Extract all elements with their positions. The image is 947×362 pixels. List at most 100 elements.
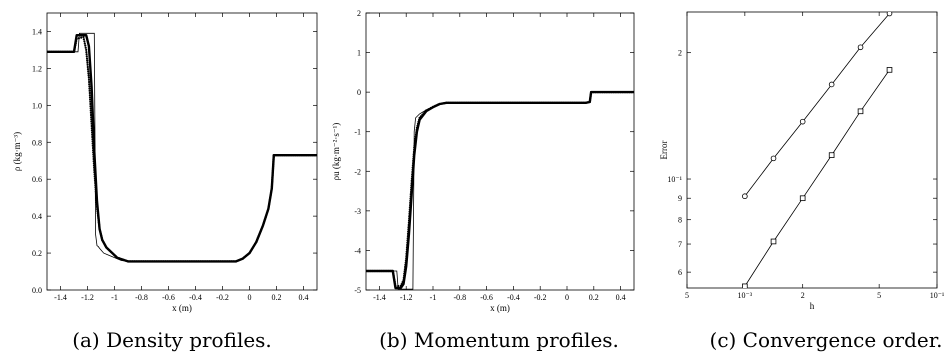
series-dot xyxy=(88,87,91,90)
series-dot xyxy=(93,168,96,172)
y-tick-label: -4 xyxy=(354,246,361,255)
series-dot xyxy=(272,156,275,159)
series-dot xyxy=(531,101,534,104)
series-dot xyxy=(223,260,227,263)
x-axis-label: x (m) xyxy=(490,303,510,313)
series-dot xyxy=(436,103,439,106)
series-dot xyxy=(524,101,528,104)
series-dot xyxy=(179,260,182,263)
series-dot xyxy=(451,101,455,104)
series-dot xyxy=(610,91,613,94)
series-dot xyxy=(412,150,415,154)
series-dot xyxy=(106,247,109,251)
series-dot xyxy=(393,280,396,283)
series-dot xyxy=(102,240,105,244)
x-tick-label: -0.4 xyxy=(507,293,520,302)
series-dot xyxy=(255,240,258,244)
series-dot xyxy=(267,205,270,208)
y-tick-label: 6 xyxy=(678,268,682,277)
series-dot xyxy=(75,39,78,43)
series-dot xyxy=(429,106,432,110)
series-dot xyxy=(269,194,272,197)
series-dot xyxy=(412,153,415,156)
x-tick-label: -0.8 xyxy=(453,293,466,302)
x-tick-label: -0.8 xyxy=(135,293,148,302)
series-dot xyxy=(47,50,49,53)
x-tick-label: -0.2 xyxy=(216,293,229,302)
series-dot xyxy=(100,234,103,237)
y-tick-label: 0 xyxy=(357,88,361,97)
series-dot xyxy=(82,35,85,39)
series-dot xyxy=(489,101,492,104)
series-dot xyxy=(188,260,191,263)
series-dot xyxy=(445,101,448,104)
series-dot xyxy=(380,269,383,273)
series-dot xyxy=(283,154,286,157)
series-dot xyxy=(415,128,418,132)
series-dot xyxy=(94,188,97,191)
marker-square xyxy=(828,152,835,158)
series-dot xyxy=(410,186,413,189)
series-dot xyxy=(601,91,604,94)
plot-frame xyxy=(46,12,318,291)
series-dot xyxy=(94,192,98,195)
series-dot xyxy=(478,101,481,104)
series-dot xyxy=(111,252,114,255)
series-dot xyxy=(199,260,202,263)
series-dot xyxy=(91,144,94,147)
series-dot xyxy=(630,91,633,94)
series-dot xyxy=(505,101,508,104)
series-dot xyxy=(256,236,259,239)
series-dot xyxy=(265,211,269,214)
y-tick-label: 9 xyxy=(678,194,682,203)
series-dot xyxy=(407,230,410,233)
series-dot xyxy=(410,184,413,187)
series-dot xyxy=(558,101,561,104)
series-dot xyxy=(144,260,147,263)
series-dot xyxy=(114,255,117,258)
series-dot xyxy=(480,101,483,104)
series-dot xyxy=(99,232,102,235)
series-dot xyxy=(290,154,293,157)
series-dot xyxy=(408,210,411,213)
series-dot xyxy=(184,260,187,263)
series-dot xyxy=(371,269,374,273)
series-dot xyxy=(596,91,600,94)
series-dot xyxy=(63,50,67,53)
x-tick-label: 0.2 xyxy=(272,293,282,302)
series-dot xyxy=(74,42,77,45)
series-dot xyxy=(407,228,410,231)
series-dot xyxy=(309,154,312,157)
series-line-circle xyxy=(744,13,890,197)
series-dot xyxy=(88,91,91,95)
series-dot xyxy=(86,68,90,71)
x-tick-label: 0.2 xyxy=(589,293,599,302)
series-dot xyxy=(90,129,93,132)
marker-square xyxy=(770,238,777,245)
series-dot xyxy=(589,93,593,96)
series-dot xyxy=(91,142,94,145)
series-dot xyxy=(413,144,416,147)
series-dot xyxy=(408,212,411,215)
series-dot xyxy=(416,122,420,125)
series-dot xyxy=(186,260,189,263)
series-dot xyxy=(412,155,415,158)
series-dot xyxy=(427,108,430,111)
series-dot xyxy=(272,163,275,166)
series-dot xyxy=(449,101,452,104)
series-dot xyxy=(164,260,167,263)
series-dot xyxy=(389,269,392,273)
series-dot xyxy=(73,48,76,51)
series-dot xyxy=(265,213,268,217)
series-dot xyxy=(391,269,394,273)
series-dot xyxy=(88,83,91,86)
series-dot xyxy=(575,101,579,104)
series-dot xyxy=(408,208,411,211)
series-dot xyxy=(61,50,64,53)
series-dot xyxy=(411,166,414,169)
series-dot xyxy=(518,101,521,104)
series-dot xyxy=(414,139,417,142)
series-dot xyxy=(404,261,407,264)
series-dot xyxy=(87,78,91,81)
series-dot xyxy=(92,164,96,167)
